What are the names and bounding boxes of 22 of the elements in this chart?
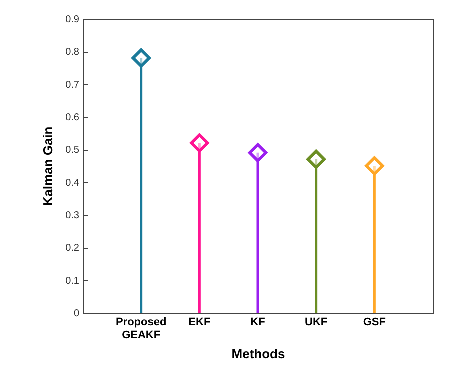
y-axis-title: Kalman Gain	[40, 126, 56, 206]
x-tick-label: UKF	[305, 316, 328, 328]
x-tick-label: EKF	[188, 316, 211, 328]
point	[306, 150, 326, 170]
x-tick-label: KF	[250, 316, 266, 328]
y-tick-label: 0.2	[66, 243, 80, 254]
y-tick-label: 0.7	[66, 80, 80, 91]
y-tick-label: 0.9	[66, 14, 80, 26]
x-tick-label: Proposed GEAKF	[116, 316, 167, 342]
y-tick-label: 0.5	[66, 145, 80, 156]
point	[190, 134, 210, 153]
y-tick-label: 0.1	[66, 276, 80, 287]
y-tick-label: 0.4	[66, 178, 80, 189]
x-tick-label: GSF	[363, 316, 386, 328]
y-tick-label: 0.8	[66, 47, 80, 58]
y-tick-label: 0.3	[66, 210, 80, 222]
point	[248, 143, 268, 162]
y-tick-label: 0.6	[66, 112, 80, 124]
x-axis-title: Methods	[232, 346, 286, 362]
y-tick-label: 0	[74, 308, 80, 320]
point	[132, 48, 151, 68]
point	[365, 156, 384, 176]
